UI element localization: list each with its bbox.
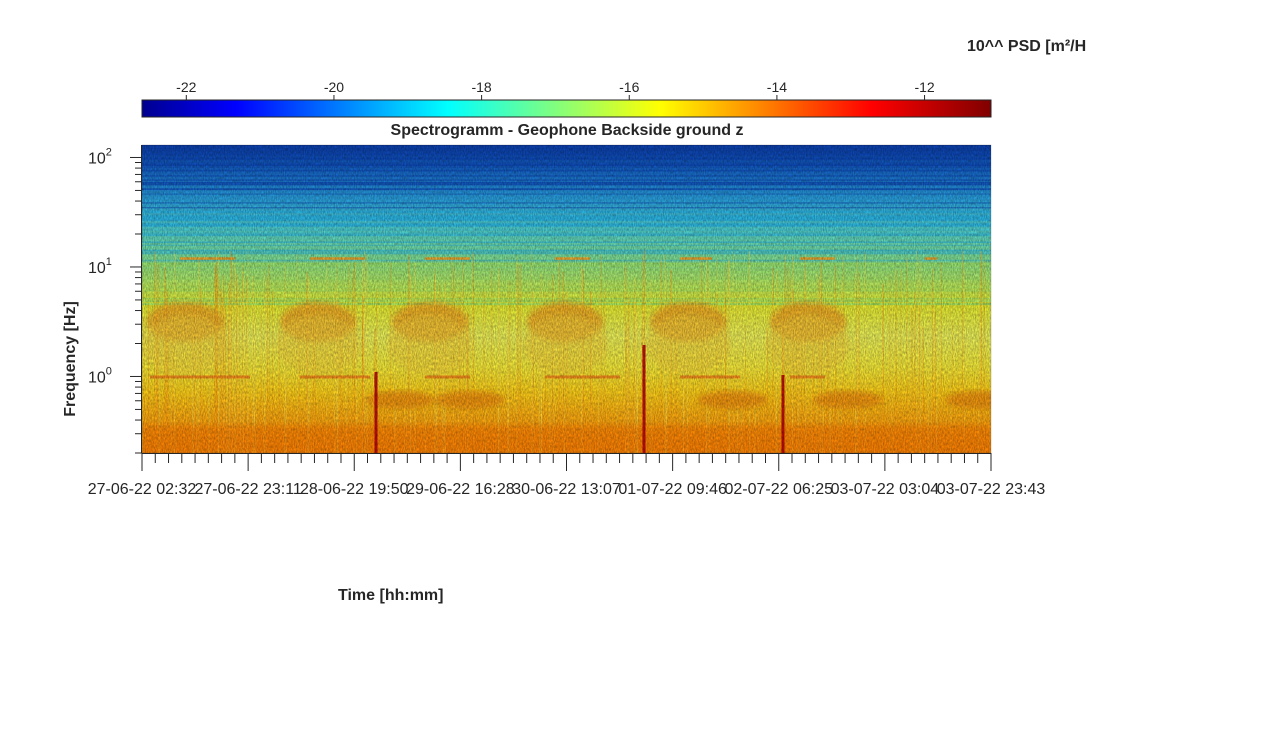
colorbar-tick-label: -16 (619, 79, 639, 95)
y-tick-label: 102 (88, 146, 112, 167)
x-axis-label: Time [hh:mm] (338, 587, 443, 604)
x-tick-label: 27-06-22 02:32 (88, 481, 197, 498)
y-axis-label: Frequency [Hz] (62, 301, 79, 417)
x-tick-label: 30-06-22 13:07 (512, 481, 621, 498)
colorbar-tick-label: -22 (176, 79, 196, 95)
x-tick-label: 29-06-22 16:28 (406, 481, 515, 498)
colorbar-tick-label: -14 (767, 79, 787, 95)
colorbar-tick-label: -20 (324, 79, 344, 95)
colorbar-ticks: -22 -20 -18 -16 -14 -12 (176, 79, 935, 100)
colorbar-tick-label: -18 (471, 79, 491, 95)
x-tick-label: 03-07-22 03:04 (831, 481, 940, 498)
y-tick-label: 100 (88, 365, 112, 386)
x-tick-label: 03-07-22 23:43 (937, 481, 1046, 498)
y-tick-label: 101 (88, 256, 112, 277)
chart-title: Spectrogramm - Geophone Backside ground … (391, 122, 744, 139)
x-tick-label: 28-06-22 19:50 (300, 481, 409, 498)
colorbar-tick-label: -12 (914, 79, 934, 95)
y-axis: 102 101 100 (88, 145, 142, 454)
x-tick-label: 27-06-22 23:11 (194, 481, 301, 498)
x-tick-label: 01-07-22 09:46 (618, 481, 727, 498)
x-tick-label: 02-07-22 06:25 (724, 481, 833, 498)
spectrogram-image (142, 145, 991, 453)
colorbar: -22 -20 -18 -16 -14 -12 (141, 79, 992, 118)
colorbar-gradient (141, 99, 992, 118)
colorbar-label: 10^^ PSD [m²/H (967, 38, 1086, 55)
